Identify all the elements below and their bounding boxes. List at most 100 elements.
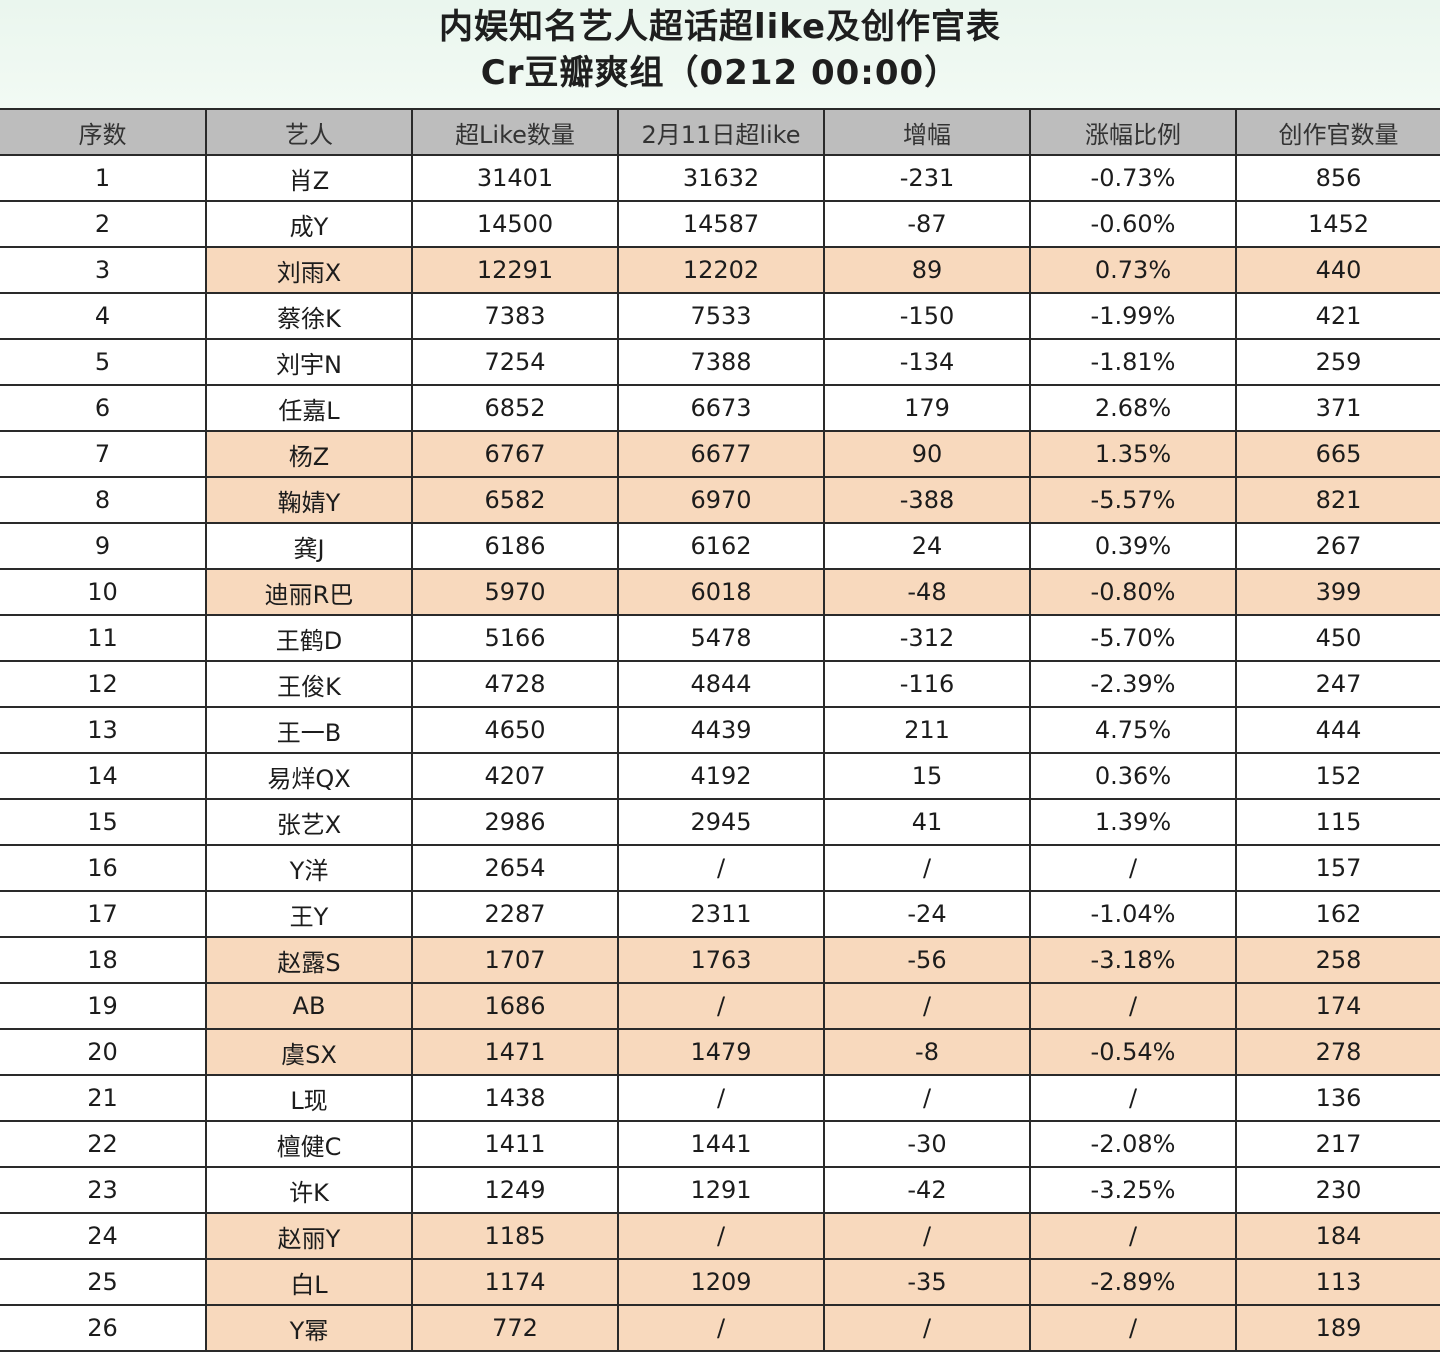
- cell-rank: 6: [0, 384, 207, 432]
- cell-prev-likes: 2311: [617, 890, 825, 938]
- cell-creators: 371: [1235, 384, 1440, 432]
- table-row: 23 许K 1249 1291 -42 -3.25% 230: [0, 1166, 1440, 1214]
- cell-change: 90: [823, 430, 1031, 478]
- cell-prev-likes: 7533: [617, 292, 825, 340]
- table-row: 19 AB 1686///174: [0, 982, 1440, 1030]
- cell-change-pct: 0.36%: [1029, 752, 1237, 800]
- cell-change-pct: -2.89%: [1029, 1258, 1237, 1306]
- cell-rank: 20: [0, 1028, 207, 1076]
- cell-creators: 278: [1235, 1028, 1440, 1076]
- table-row: 13 王一B 4650 4439 211 4.75% 444: [0, 706, 1440, 754]
- col-header-change: 增幅: [823, 108, 1031, 156]
- cell-rank: 26: [0, 1304, 207, 1352]
- cell-creators: 157: [1235, 844, 1440, 892]
- cell-creators: 450: [1235, 614, 1440, 662]
- cell-likes: 7383: [411, 292, 619, 340]
- cell-prev-likes: 1291: [617, 1166, 825, 1214]
- cell-likes: 12291: [411, 246, 619, 294]
- cell-change-pct: 0.39%: [1029, 522, 1237, 570]
- cell-creators: 174: [1235, 982, 1440, 1030]
- cell-prev-likes: 2945: [617, 798, 825, 846]
- cell-change-pct: /: [1029, 844, 1237, 892]
- table-row: 11 王鹤D 5166 5478 -312 -5.70% 450: [0, 614, 1440, 662]
- table-row: 1 肖Z 31401 31632 -231 -0.73% 856: [0, 154, 1440, 202]
- cell-prev-likes: 14587: [617, 200, 825, 248]
- col-header-change-pct: 涨幅比例: [1029, 108, 1237, 156]
- cell-change-pct: /: [1029, 1304, 1237, 1352]
- cell-creators: 115: [1235, 798, 1440, 846]
- cell-rank: 13: [0, 706, 207, 754]
- cell-creators: 189: [1235, 1304, 1440, 1352]
- cell-prev-likes: 5478: [617, 614, 825, 662]
- cell-rank: 5: [0, 338, 207, 386]
- cell-prev-likes: 6677: [617, 430, 825, 478]
- cell-prev-likes: /: [617, 1212, 825, 1260]
- table-row: 18 赵露S 1707 1763 -56 -3.18% 258: [0, 936, 1440, 984]
- cell-artist: 任嘉L: [205, 384, 413, 432]
- table-row: 20 虞SX 1471 1479 -8 -0.54% 278: [0, 1028, 1440, 1076]
- cell-change: /: [823, 1304, 1031, 1352]
- cell-artist: 檀健C: [205, 1120, 413, 1168]
- cell-likes: 4207: [411, 752, 619, 800]
- table-row: 3 刘雨X 12291 12202 89 0.73% 440: [0, 246, 1440, 294]
- cell-creators: 152: [1235, 752, 1440, 800]
- cell-artist: Y幂: [205, 1304, 413, 1352]
- cell-artist: 赵丽Y: [205, 1212, 413, 1260]
- cell-change-pct: 1.39%: [1029, 798, 1237, 846]
- cell-creators: 162: [1235, 890, 1440, 938]
- cell-change: -231: [823, 154, 1031, 202]
- cell-rank: 25: [0, 1258, 207, 1306]
- cell-likes: 1707: [411, 936, 619, 984]
- table-row: 26 Y幂 772///189: [0, 1304, 1440, 1352]
- cell-likes: 6582: [411, 476, 619, 524]
- cell-prev-likes: /: [617, 1304, 825, 1352]
- cell-change-pct: -5.70%: [1029, 614, 1237, 662]
- cell-change: /: [823, 844, 1031, 892]
- cell-rank: 3: [0, 246, 207, 294]
- cell-prev-likes: 12202: [617, 246, 825, 294]
- cell-likes: 5970: [411, 568, 619, 616]
- table-row: 12 王俊K 4728 4844 -116 -2.39% 247: [0, 660, 1440, 708]
- table-row: 9 龚J 6186 6162 24 0.39% 267: [0, 522, 1440, 570]
- col-header-creators: 创作官数量: [1235, 108, 1440, 156]
- cell-creators: 1452: [1235, 200, 1440, 248]
- cell-rank: 22: [0, 1120, 207, 1168]
- cell-prev-likes: 7388: [617, 338, 825, 386]
- cell-likes: 2654: [411, 844, 619, 892]
- cell-artist: 成Y: [205, 200, 413, 248]
- cell-change: -8: [823, 1028, 1031, 1076]
- table-header-banner: 内娱知名艺人超话超like及创作官表 Cr豆瓣爽组（0212 00:00）: [0, 0, 1440, 108]
- cell-change: -42: [823, 1166, 1031, 1214]
- col-header-rank: 序数: [0, 108, 207, 156]
- cell-change-pct: /: [1029, 1074, 1237, 1122]
- cell-prev-likes: 1209: [617, 1258, 825, 1306]
- cell-rank: 24: [0, 1212, 207, 1260]
- table-row: 24 赵丽Y 1185///184: [0, 1212, 1440, 1260]
- cell-likes: 1471: [411, 1028, 619, 1076]
- cell-artist: 王俊K: [205, 660, 413, 708]
- ranking-table: 序数 艺人 超Like数量 2月11日超like 增幅 涨幅比例 创作官数量 1…: [0, 108, 1440, 1352]
- cell-change: 41: [823, 798, 1031, 846]
- cell-creators: 821: [1235, 476, 1440, 524]
- table-subtitle: Cr豆瓣爽组（0212 00:00）: [480, 53, 960, 93]
- cell-change: -24: [823, 890, 1031, 938]
- cell-change: /: [823, 1212, 1031, 1260]
- cell-likes: 7254: [411, 338, 619, 386]
- table-row: 6 任嘉L 6852 6673 179 2.68% 371: [0, 384, 1440, 432]
- table-row: 5 刘宇N 7254 7388 -134 -1.81% 259: [0, 338, 1440, 386]
- cell-change: 24: [823, 522, 1031, 570]
- cell-rank: 16: [0, 844, 207, 892]
- table-row: 2 成Y 14500 14587 -87 -0.60% 1452: [0, 200, 1440, 248]
- cell-creators: 421: [1235, 292, 1440, 340]
- header-row: 序数 艺人 超Like数量 2月11日超like 增幅 涨幅比例 创作官数量: [0, 108, 1440, 156]
- cell-creators: 665: [1235, 430, 1440, 478]
- cell-likes: 2986: [411, 798, 619, 846]
- cell-rank: 19: [0, 982, 207, 1030]
- cell-change: -87: [823, 200, 1031, 248]
- cell-likes: 1185: [411, 1212, 619, 1260]
- cell-likes: 6186: [411, 522, 619, 570]
- cell-change: -388: [823, 476, 1031, 524]
- cell-prev-likes: 4439: [617, 706, 825, 754]
- cell-artist: Y洋: [205, 844, 413, 892]
- cell-artist: 杨Z: [205, 430, 413, 478]
